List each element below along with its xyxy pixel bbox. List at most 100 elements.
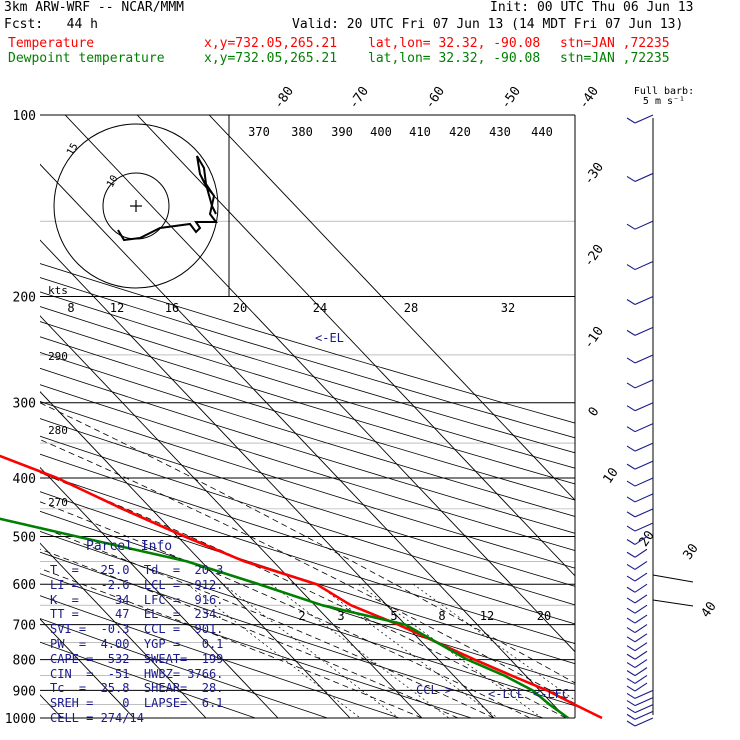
wind-barb-400 (634, 477, 654, 487)
wind-barb-950 (634, 704, 654, 714)
dry-adiabat-420 (40, 321, 575, 485)
wind-barb-flag-500 (626, 539, 636, 545)
mixing-ratio-label-24: 24 (313, 301, 327, 315)
theta-label-390: 390 (331, 125, 353, 139)
wind-barb-250 (634, 354, 654, 364)
pressure-label-200: 200 (13, 291, 36, 306)
dry-adiabat-250 (40, 641, 256, 718)
moist-adiabat-15 (40, 501, 531, 718)
parcel-info-row: Tc = 25.8 SHEAR= 28. (50, 681, 224, 696)
moist-adiabat-30 (40, 402, 575, 684)
wind-barb-flag-925 (626, 700, 636, 707)
clipped-grid (40, 115, 575, 718)
wind-barb-flag-275 (626, 382, 636, 389)
thetae-label-290: 290 (48, 350, 68, 363)
wind-barb-125 (634, 172, 654, 182)
isotherm-label-10: 10 (600, 465, 621, 486)
mixing-line-5 (270, 583, 450, 718)
pressure-label-1000: 1000 (5, 712, 36, 727)
temperature-xy: x,y=732.05,265.21 (204, 36, 338, 51)
wind-barb-flag-175 (626, 264, 636, 271)
wind-barb-750 (634, 642, 648, 652)
isotherm-label--80: -80 (271, 84, 297, 112)
pressure-label-100: 100 (13, 109, 36, 124)
mixing-ratio-label-12: 12 (110, 301, 124, 315)
wind-barb-475 (634, 522, 654, 532)
isotherm-label-20: 20 (636, 528, 657, 549)
init-time: Init: 00 UTC Thu 06 Jun 13 (490, 0, 694, 15)
wind-barb-flag-575 (626, 575, 636, 582)
dry-adiabat-400 (40, 352, 575, 517)
dewpoint-latlon: lat,lon= 32.32, -90.08 (368, 51, 541, 66)
dry-adiabat-410 (40, 336, 575, 501)
dry-adiabat-280 (40, 573, 472, 718)
mixing-ratio-label-8: 8 (67, 301, 74, 315)
pressure-label-600: 600 (13, 578, 36, 593)
moist-adiabat-20 (40, 472, 567, 718)
wind-barb-flag-375 (626, 463, 636, 470)
isotherm--20 (40, 466, 279, 718)
dewpoint-line (0, 517, 569, 720)
theta-label-380: 380 (291, 125, 313, 139)
isotherm-40 (136, 115, 575, 577)
wind-barb-flag-250 (626, 357, 636, 364)
wind-barb-flag-225 (626, 329, 636, 336)
isotherm-label--60: -60 (422, 84, 448, 112)
parcel-info-row: K = 34 LFC = 916. (50, 592, 224, 607)
theta-label-370: 370 (248, 125, 270, 139)
wind-barb-flag-525 (626, 551, 636, 558)
wind-barb-flag-425 (626, 496, 636, 503)
valid-time: Valid: 20 UTC Fri 07 Jun 13 (14 MDT Fri … (292, 17, 684, 32)
wind-barb-flag-975 (626, 713, 636, 720)
isotherm-label--70: -70 (346, 84, 372, 112)
dry-adiabat-290 (40, 551, 544, 718)
isotherm--10 (40, 391, 351, 718)
isotherm-label--40: -40 (576, 84, 602, 112)
parcel-info-row: SREH = 0 LAPSE= 6.1 (50, 696, 224, 711)
mixing-ratio-label-28: 28 (404, 301, 418, 315)
theta-label-400: 400 (370, 125, 392, 139)
dewpoint-xy: x,y=732.05,265.21 (204, 51, 338, 66)
pressure-label-500: 500 (13, 530, 36, 545)
wind-barb-375 (634, 460, 654, 470)
wind-barb-100 (634, 114, 654, 124)
pressure-label-900: 900 (13, 684, 36, 699)
wind-barb-575 (634, 572, 648, 582)
wind-barb-825 (634, 667, 648, 677)
wind-barb-200 (634, 296, 654, 306)
moist-adiabat-10 (40, 526, 495, 718)
dry-adiabat-300 (40, 531, 575, 707)
hodograph-trace (117, 155, 218, 242)
wind-barb-425 (634, 493, 654, 503)
mixing-ratio-label-32: 32 (501, 301, 515, 315)
parcel-info-row: TT = 47 EL = 234. (50, 607, 224, 622)
wind-barb-flag-475 (626, 525, 636, 532)
wind-barb-flag-750 (626, 645, 636, 652)
theta-label-430: 430 (489, 125, 511, 139)
temperature-line (0, 454, 603, 720)
isotherm-label--50: -50 (498, 84, 524, 112)
dry-adiabat-260 (40, 618, 328, 718)
isotherm-label-40: 40 (698, 599, 719, 620)
wind-barb-525 (634, 548, 648, 558)
thetae-label-280: 280 (48, 424, 68, 437)
hodograph-ring-outer (53, 123, 219, 289)
hodograph: 10 15 kts (48, 115, 230, 297)
pressure-label-800: 800 (13, 654, 36, 669)
dry-adiabat-460 (40, 263, 575, 424)
wind-barb-flag-400 (626, 480, 636, 487)
isotherm-0 (40, 315, 423, 718)
wind-barb-350 (634, 442, 654, 452)
thetae-label-270: 270 (48, 496, 68, 509)
mixing-ratio-label-16: 16 (165, 301, 179, 315)
mixing-ratio-label-20: 20 (233, 301, 247, 315)
wind-barb-775 (634, 650, 648, 660)
parcel-info-row: SVI = -0.3 CCL = 901. (50, 622, 224, 637)
grid-layer (40, 114, 576, 719)
parcel-info-row: PW = 4.00 YGP = 0.1 (50, 637, 224, 651)
wind-barb-flag-725 (626, 636, 636, 643)
barb-note-1: Full barb: (634, 86, 694, 97)
wind-barb-flag-875 (626, 685, 636, 692)
mixing-line-12 (358, 583, 543, 718)
hodograph-ring-label-15: 15 (65, 142, 81, 158)
